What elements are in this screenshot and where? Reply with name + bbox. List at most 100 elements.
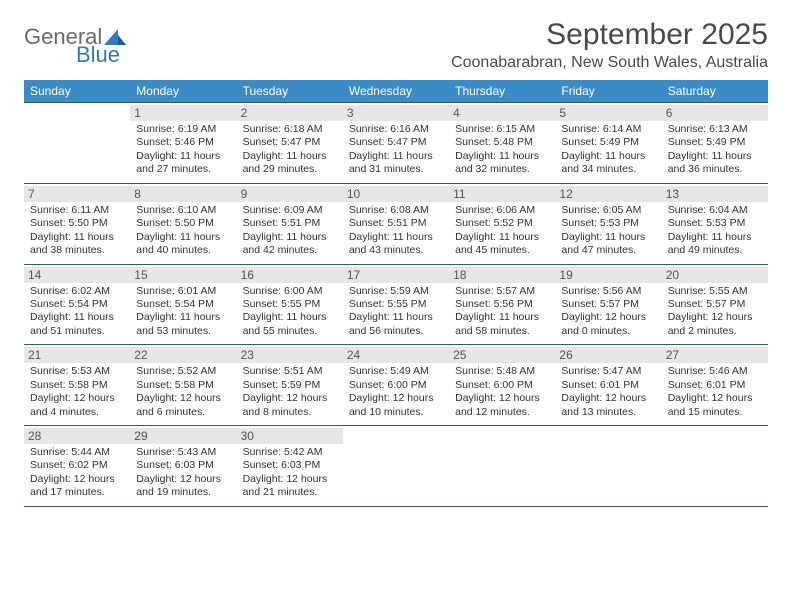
- calendar-cell: ..: [662, 426, 768, 506]
- calendar-cell: 12 Sunrise: 6:05 AMSunset: 5:53 PMDayligh…: [555, 184, 661, 264]
- calendar-cell: 19 Sunrise: 5:56 AMSunset: 5:57 PMDayligh…: [555, 265, 661, 345]
- day-number: 4: [449, 105, 555, 121]
- day-info: Sunrise: 6:05 AMSunset: 5:53 PMDaylight:…: [561, 204, 655, 258]
- day-number: 13: [662, 186, 768, 202]
- day-info: Sunrise: 6:16 AMSunset: 5:47 PMDaylight:…: [349, 123, 443, 177]
- day-info: Sunrise: 6:00 AMSunset: 5:55 PMDaylight:…: [243, 285, 337, 339]
- calendar-cell: 14Sunrise: 6:02 AMSunset: 5:54 PMDayligh…: [24, 265, 130, 345]
- day-info: Sunrise: 5:47 AMSunset: 6:01 PMDaylight:…: [561, 365, 655, 419]
- day-number: 3: [343, 105, 449, 121]
- calendar-cell: 30 Sunrise: 5:42 AMSunset: 6:03 PMDayligh…: [237, 426, 343, 506]
- calendar-cell: 25 Sunrise: 5:48 AMSunset: 6:00 PMDayligh…: [449, 345, 555, 425]
- calendar-row: ..1 Sunrise: 6:19 AMSunset: 5:46 PMDaylig…: [24, 102, 768, 184]
- day-number: 24: [343, 347, 449, 363]
- calendar-cell: 26 Sunrise: 5:47 AMSunset: 6:01 PMDayligh…: [555, 345, 661, 425]
- weekday-header: Thursday: [449, 80, 555, 102]
- calendar-cell: 5 Sunrise: 6:14 AMSunset: 5:49 PMDaylight…: [555, 103, 661, 183]
- weekday-header: Tuesday: [237, 80, 343, 102]
- calendar-cell: 21 Sunrise: 5:53 AMSunset: 5:58 PMDayligh…: [24, 345, 130, 425]
- day-number: 30: [237, 428, 343, 444]
- calendar-cell: 13 Sunrise: 6:04 AMSunset: 5:53 PMDayligh…: [662, 184, 768, 264]
- calendar-cell: 2 Sunrise: 6:18 AMSunset: 5:47 PMDaylight…: [237, 103, 343, 183]
- day-info: Sunrise: 5:48 AMSunset: 6:00 PMDaylight:…: [455, 365, 549, 419]
- calendar-cell: 27 Sunrise: 5:46 AMSunset: 6:01 PMDayligh…: [662, 345, 768, 425]
- location-text: Coonabarabran, New South Wales, Australi…: [451, 54, 768, 72]
- calendar-cell: 8 Sunrise: 6:10 AMSunset: 5:50 PMDaylight…: [130, 184, 236, 264]
- day-info: Sunrise: 5:44 AMSunset: 6:02 PMDaylight:…: [30, 446, 124, 500]
- day-number: 17: [343, 267, 449, 283]
- weekday-header: Sunday: [24, 80, 130, 102]
- calendar-cell: 4 Sunrise: 6:15 AMSunset: 5:48 PMDaylight…: [449, 103, 555, 183]
- day-info: Sunrise: 6:08 AMSunset: 5:51 PMDaylight:…: [349, 204, 443, 258]
- day-number: 9: [237, 186, 343, 202]
- calendar-row: 14Sunrise: 6:02 AMSunset: 5:54 PMDayligh…: [24, 265, 768, 346]
- weekday-header: Friday: [555, 80, 661, 102]
- day-number: 19: [555, 267, 661, 283]
- day-info: Sunrise: 6:09 AMSunset: 5:51 PMDaylight:…: [243, 204, 337, 258]
- day-info: Sunrise: 5:46 AMSunset: 6:01 PMDaylight:…: [668, 365, 762, 419]
- title-block: September 2025 Coonabarabran, New South …: [451, 18, 768, 72]
- day-number: 12: [555, 186, 661, 202]
- calendar-cell: 24Sunrise: 5:49 AMSunset: 6:00 PMDayligh…: [343, 345, 449, 425]
- month-title: September 2025: [451, 18, 768, 52]
- day-info: Sunrise: 5:42 AMSunset: 6:03 PMDaylight:…: [243, 446, 337, 500]
- calendar-page: General Blue September 2025 Coonabarabra…: [0, 0, 792, 507]
- day-number: 5: [555, 105, 661, 121]
- calendar-cell: 18 Sunrise: 5:57 AMSunset: 5:56 PMDayligh…: [449, 265, 555, 345]
- day-number: 21: [24, 347, 130, 363]
- calendar-cell: ..: [449, 426, 555, 506]
- day-number: 26: [555, 347, 661, 363]
- day-number: 23: [237, 347, 343, 363]
- calendar-cell: 1 Sunrise: 6:19 AMSunset: 5:46 PMDaylight…: [130, 103, 236, 183]
- weekday-header: Wednesday: [343, 80, 449, 102]
- day-info: Sunrise: 5:57 AMSunset: 5:56 PMDaylight:…: [455, 285, 549, 339]
- calendar-row: 21 Sunrise: 5:53 AMSunset: 5:58 PMDayligh…: [24, 345, 768, 426]
- calendar-cell: 22Sunrise: 5:52 AMSunset: 5:58 PMDayligh…: [130, 345, 236, 425]
- day-info: Sunrise: 6:11 AMSunset: 5:50 PMDaylight:…: [30, 204, 124, 258]
- day-number: 18: [449, 267, 555, 283]
- day-info: Sunrise: 6:18 AMSunset: 5:47 PMDaylight:…: [243, 123, 337, 177]
- day-info: Sunrise: 6:19 AMSunset: 5:46 PMDaylight:…: [136, 123, 230, 177]
- day-number: 1: [130, 105, 236, 121]
- day-info: Sunrise: 5:43 AMSunset: 6:03 PMDaylight:…: [136, 446, 230, 500]
- header: General Blue September 2025 Coonabarabra…: [24, 18, 768, 72]
- day-number: 6: [662, 105, 768, 121]
- calendar-cell: 23 Sunrise: 5:51 AMSunset: 5:59 PMDayligh…: [237, 345, 343, 425]
- day-info: Sunrise: 5:55 AMSunset: 5:57 PMDaylight:…: [668, 285, 762, 339]
- calendar-cell: 9 Sunrise: 6:09 AMSunset: 5:51 PMDaylight…: [237, 184, 343, 264]
- day-info: Sunrise: 6:06 AMSunset: 5:52 PMDaylight:…: [455, 204, 549, 258]
- calendar-cell: 29 Sunrise: 5:43 AMSunset: 6:03 PMDayligh…: [130, 426, 236, 506]
- day-info: Sunrise: 5:56 AMSunset: 5:57 PMDaylight:…: [561, 285, 655, 339]
- day-info: Sunrise: 5:51 AMSunset: 5:59 PMDaylight:…: [243, 365, 337, 419]
- day-number: 11: [449, 186, 555, 202]
- day-number: 2: [237, 105, 343, 121]
- day-number: 15: [130, 267, 236, 283]
- calendar-cell: 15 Sunrise: 6:01 AMSunset: 5:54 PMDayligh…: [130, 265, 236, 345]
- day-number: 25: [449, 347, 555, 363]
- calendar-row: 7Sunrise: 6:11 AMSunset: 5:50 PMDaylight…: [24, 184, 768, 265]
- calendar-cell: ..: [24, 103, 130, 183]
- calendar-cell: 28 Sunrise: 5:44 AMSunset: 6:02 PMDayligh…: [24, 426, 130, 506]
- calendar-cell: ..: [343, 426, 449, 506]
- calendar-grid: SundayMondayTuesdayWednesdayThursdayFrid…: [24, 80, 768, 507]
- day-number: 10: [343, 186, 449, 202]
- day-info: Sunrise: 6:14 AMSunset: 5:49 PMDaylight:…: [561, 123, 655, 177]
- day-info: Sunrise: 6:01 AMSunset: 5:54 PMDaylight:…: [136, 285, 230, 339]
- weekday-header: Saturday: [662, 80, 768, 102]
- day-info: Sunrise: 6:10 AMSunset: 5:50 PMDaylight:…: [136, 204, 230, 258]
- day-info: Sunrise: 5:59 AMSunset: 5:55 PMDaylight:…: [349, 285, 443, 339]
- day-number: 16: [237, 267, 343, 283]
- day-number: 8: [130, 186, 236, 202]
- calendar-row: 28 Sunrise: 5:44 AMSunset: 6:02 PMDayligh…: [24, 426, 768, 507]
- calendar-cell: 3 Sunrise: 6:16 AMSunset: 5:47 PMDaylight…: [343, 103, 449, 183]
- day-number: 29: [130, 428, 236, 444]
- calendar-body: ..1Sunrise: 6:19 AMSunset: 5:46 PMDaylig…: [24, 102, 768, 507]
- day-info: Sunrise: 6:15 AMSunset: 5:48 PMDaylight:…: [455, 123, 549, 177]
- weekday-header: Monday: [130, 80, 236, 102]
- day-info: Sunrise: 5:53 AMSunset: 5:58 PMDaylight:…: [30, 365, 124, 419]
- calendar-cell: 16 Sunrise: 6:00 AMSunset: 5:55 PMDayligh…: [237, 265, 343, 345]
- day-number: 28: [24, 428, 130, 444]
- day-number: 27: [662, 347, 768, 363]
- day-info: Sunrise: 6:04 AMSunset: 5:53 PMDaylight:…: [668, 204, 762, 258]
- calendar-cell: 10 Sunrise: 6:08 AMSunset: 5:51 PMDayligh…: [343, 184, 449, 264]
